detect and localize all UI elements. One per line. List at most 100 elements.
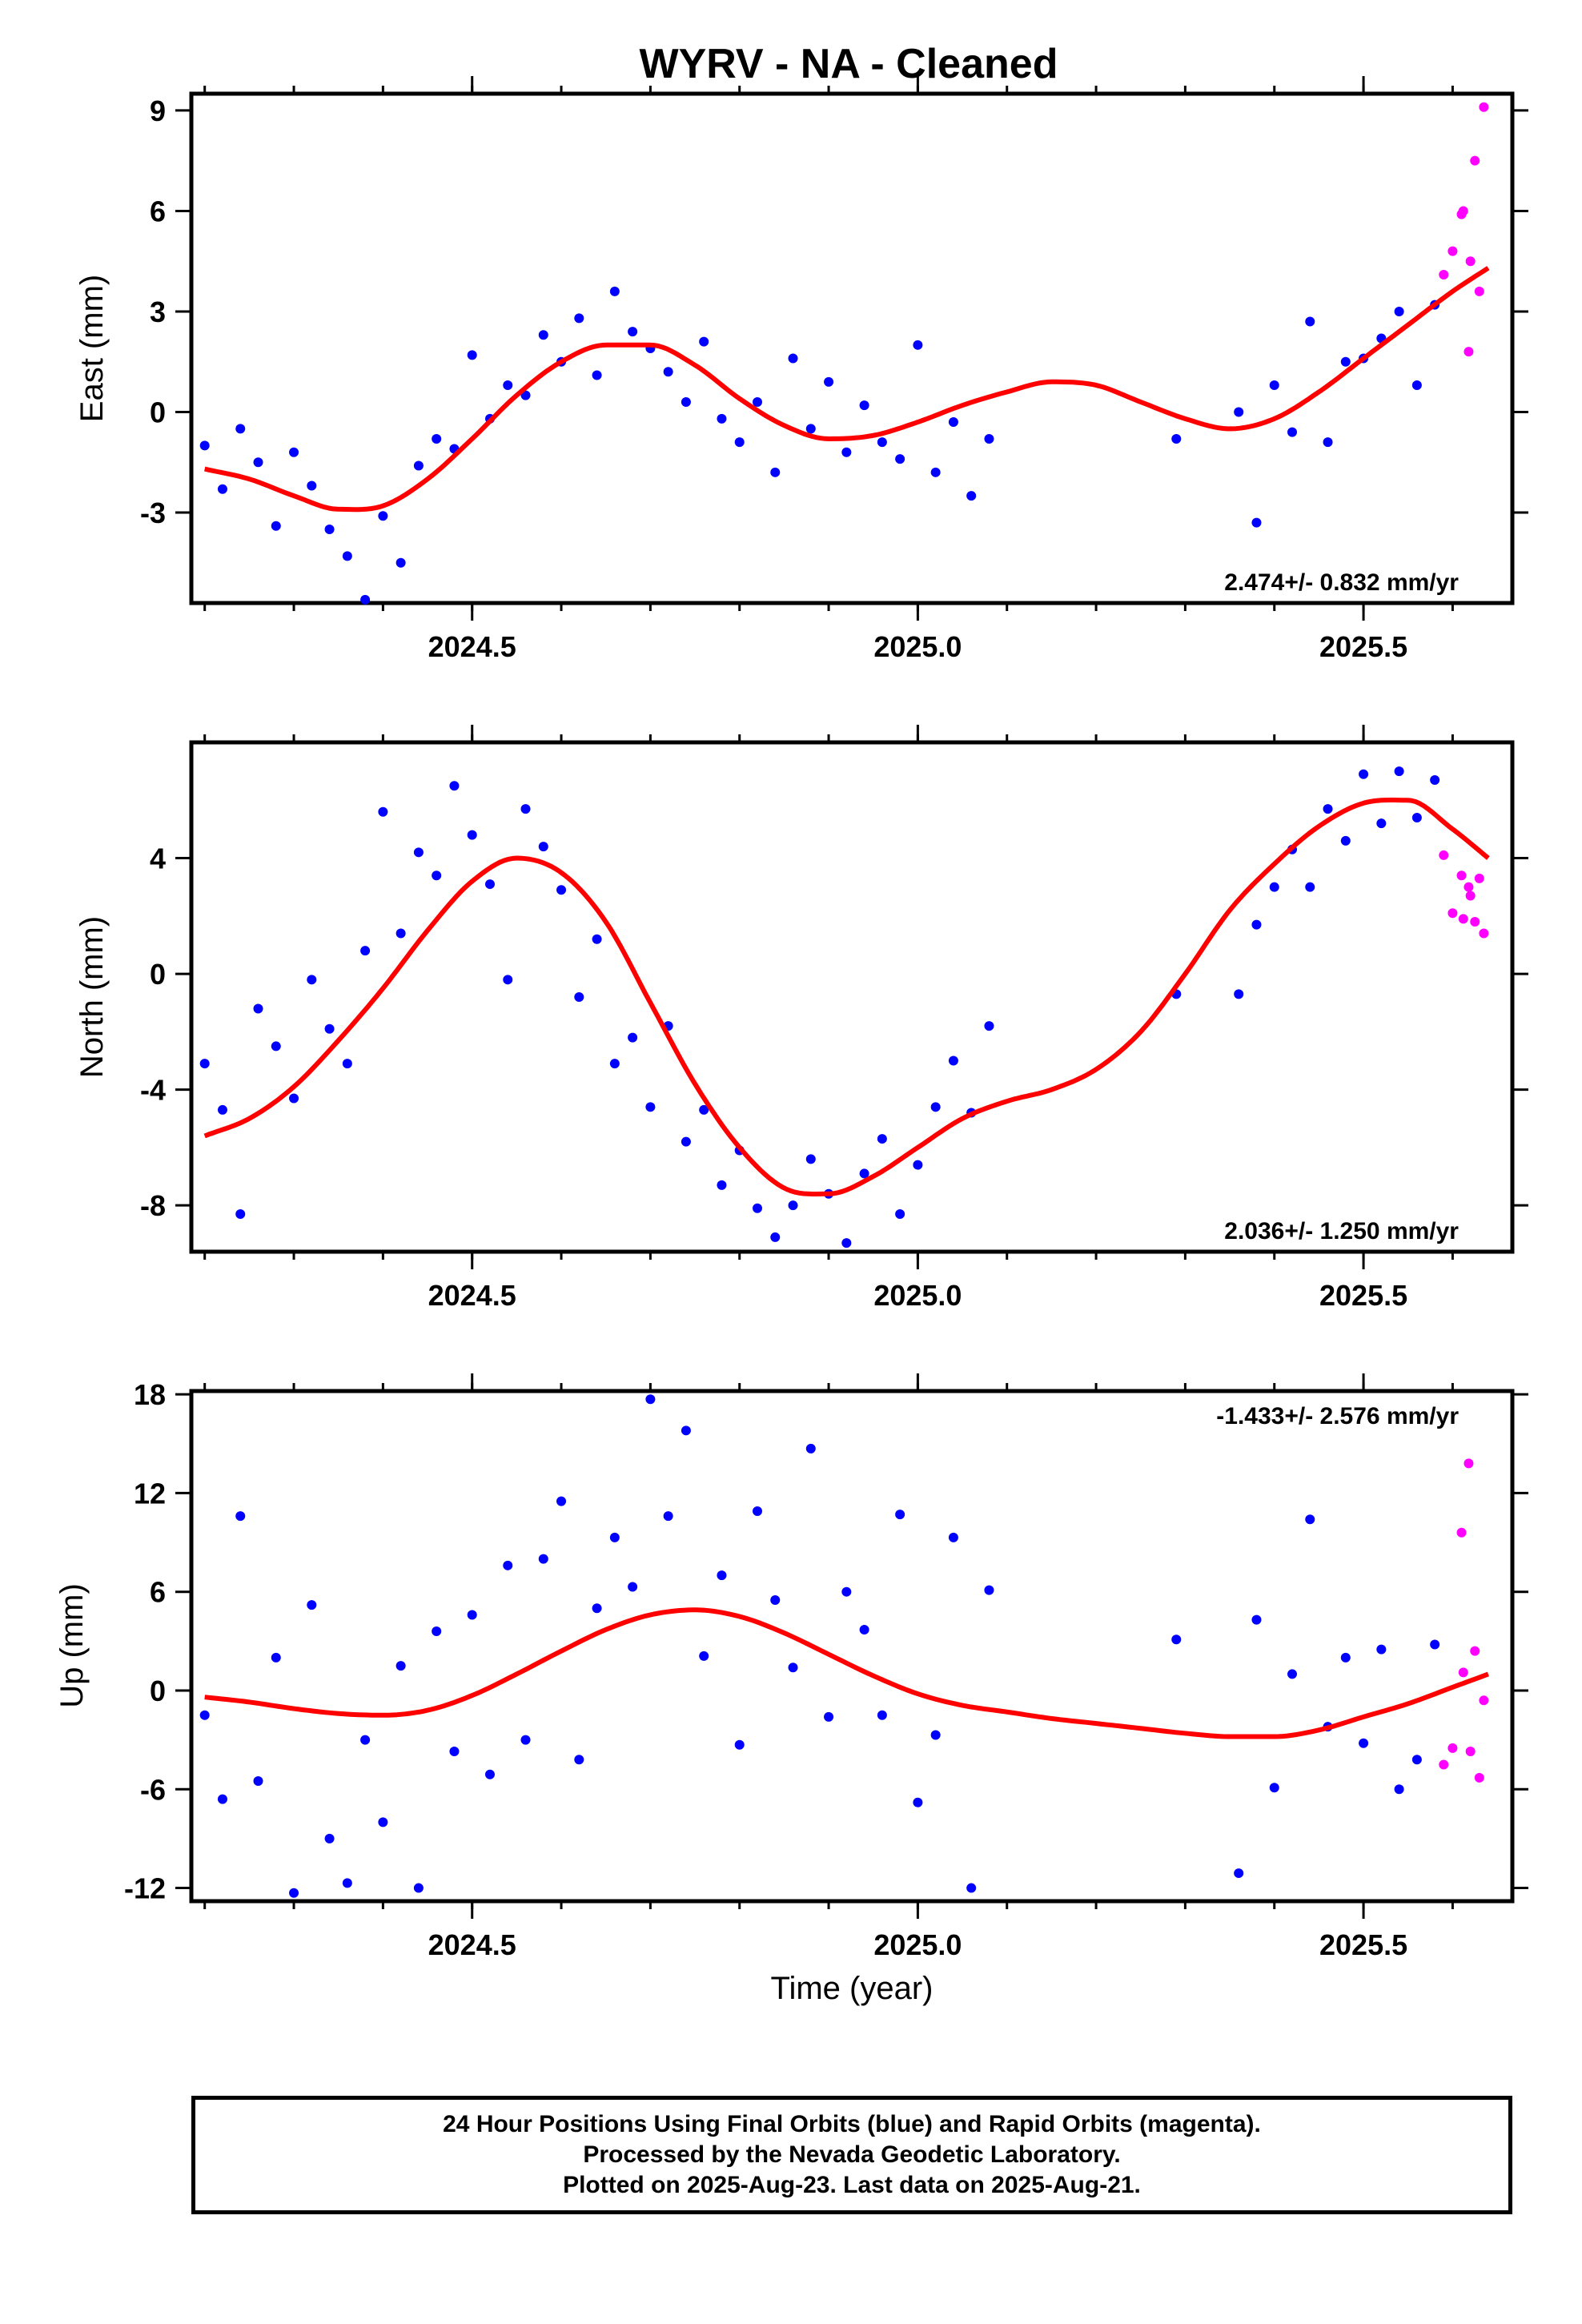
north-rapid-point (1479, 928, 1489, 939)
up-final-point (1430, 1639, 1440, 1650)
up-final-point (574, 1755, 584, 1765)
up-final-point (271, 1652, 281, 1663)
north-final-point (342, 1059, 352, 1069)
up-final-point (770, 1594, 781, 1605)
east-final-point (609, 286, 620, 296)
east-final-point (1251, 517, 1262, 528)
north-final-point (770, 1232, 781, 1242)
east-final-point (253, 457, 263, 468)
caption-line-3: Plotted on 2025-Aug-23. Last data on 202… (563, 2172, 1141, 2198)
east-final-point (752, 396, 762, 407)
up-final-point (432, 1626, 442, 1637)
north-final-point (556, 885, 567, 895)
north-final-point (717, 1180, 727, 1190)
north-rate-label: 2.036+/- 1.250 mm/yr (1224, 1218, 1459, 1244)
east-rapid-point (1458, 206, 1468, 216)
north-final-point (520, 804, 531, 814)
up-final-point (199, 1710, 210, 1720)
east-final-point (538, 330, 548, 340)
up-final-point (824, 1711, 834, 1722)
north-final-point (1394, 766, 1404, 777)
east-final-point (1411, 380, 1422, 391)
up-rapid-point (1447, 1743, 1458, 1753)
north-rapid-point (1458, 914, 1468, 924)
north-final-point (609, 1059, 620, 1069)
east-final-point (503, 380, 513, 391)
east-final-point (574, 313, 584, 324)
east-final-point (805, 424, 816, 434)
east-final-point (217, 484, 227, 494)
up-rapid-point (1474, 1772, 1484, 1783)
up-y-tick-label: 6 (150, 1576, 166, 1609)
up-final-point (895, 1510, 905, 1520)
up-final-point (307, 1600, 317, 1610)
north-rapid-point (1456, 870, 1467, 881)
up-final-point (1376, 1644, 1387, 1655)
east-final-point (342, 551, 352, 561)
up-final-point (378, 1817, 388, 1827)
north-final-point (449, 781, 460, 791)
north-final-point (253, 1003, 263, 1014)
up-final-point (859, 1624, 869, 1634)
up-final-point (413, 1883, 424, 1893)
up-final-point (538, 1554, 548, 1564)
east-y-tick-label: 3 (150, 296, 166, 328)
east-final-point (663, 367, 673, 377)
up-y-tick-label: -12 (124, 1872, 166, 1905)
up-final-point (699, 1651, 709, 1661)
north-rapid-point (1465, 891, 1476, 901)
east-rate-label: 2.474+/- 0.832 mm/yr (1224, 569, 1459, 596)
north-final-point (360, 946, 371, 956)
up-final-point (449, 1747, 460, 1757)
up-final-point (1287, 1669, 1297, 1679)
up-final-point (520, 1735, 531, 1745)
up-final-point (628, 1582, 638, 1592)
up-y-tick-label: -6 (140, 1773, 166, 1806)
east-final-point (271, 521, 281, 531)
north-fit-curve (203, 798, 1490, 1196)
east-final-point (824, 376, 834, 387)
up-final-point (556, 1496, 567, 1506)
north-frame (189, 740, 1515, 1254)
north-final-point (574, 992, 584, 1002)
east-final-point (734, 437, 745, 448)
north-final-point (413, 847, 424, 858)
north-y-tick-label: -4 (140, 1074, 166, 1107)
east-final-point (378, 511, 388, 521)
north-final-point (859, 1168, 869, 1179)
east-y-tick-label: 0 (150, 396, 166, 429)
east-final-point (948, 417, 958, 428)
north-y-tick-label: 0 (150, 958, 166, 991)
up-final-point (752, 1506, 762, 1517)
east-final-point (1340, 356, 1351, 367)
east-rapid-point (1465, 256, 1476, 267)
north-final-point (930, 1102, 941, 1112)
north-final-point (484, 879, 495, 890)
east-final-point (235, 424, 246, 434)
north-final-point (503, 975, 513, 985)
east-final-point (1305, 316, 1315, 327)
east-x-tick-label: 2025.5 (1319, 630, 1407, 663)
north-final-point (913, 1160, 923, 1170)
plot-title: WYRV - NA - Cleaned (640, 41, 1058, 87)
up-final-point (324, 1833, 335, 1844)
east-final-point (1171, 433, 1182, 444)
north-final-point (467, 830, 477, 840)
up-final-point (342, 1878, 352, 1888)
up-x-tick-label: 2025.5 (1319, 1928, 1407, 1961)
east-final-point (877, 437, 887, 448)
up-y-tick-label: 18 (134, 1378, 166, 1411)
up-y-tick-label: 0 (150, 1675, 166, 1707)
up-x-tick-label: 2025.0 (873, 1928, 962, 1961)
east-final-point (859, 400, 869, 411)
north-rapid-point (1470, 917, 1480, 927)
north-x-tick-label: 2024.5 (428, 1279, 516, 1312)
east-rapid-point (1474, 286, 1484, 296)
north-final-point (805, 1154, 816, 1164)
east-final-point (413, 460, 424, 471)
east-final-point (841, 447, 852, 457)
north-final-point (841, 1238, 852, 1248)
up-final-point (235, 1511, 246, 1522)
caption-line-2: Processed by the Nevada Geodetic Laborat… (583, 2141, 1121, 2168)
east-fit-curve (204, 266, 1490, 513)
